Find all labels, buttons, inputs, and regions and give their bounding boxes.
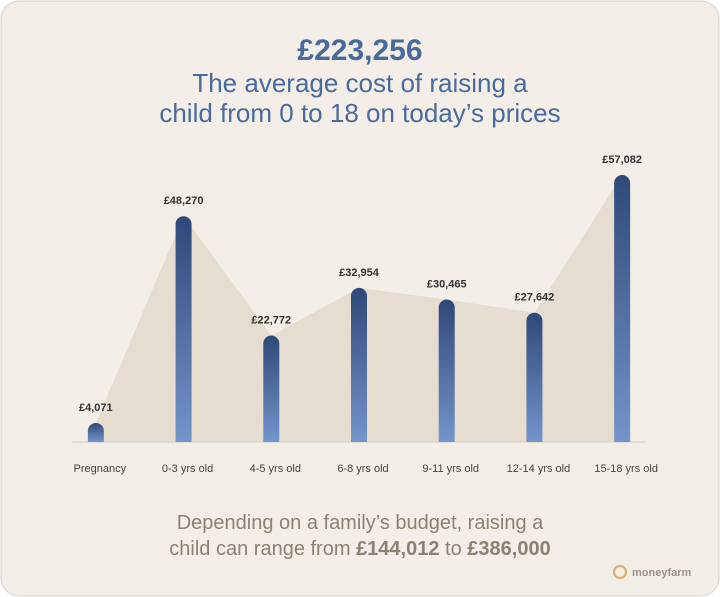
- title: £223,256: [297, 34, 422, 67]
- value-label: £48,270: [164, 195, 204, 207]
- footer-text: child can range from: [169, 538, 356, 560]
- value-label: £22,772: [251, 314, 291, 326]
- footer-text: to: [439, 538, 467, 560]
- subtitle: The average cost of raising a: [192, 68, 528, 98]
- value-label: £30,465: [427, 279, 467, 291]
- subtitle: child from 0 to 18 on today’s prices: [159, 98, 560, 128]
- bar: [351, 287, 367, 442]
- x-tick-label: 9-11 yrs old: [422, 463, 479, 475]
- value-label: £32,954: [339, 267, 380, 279]
- x-tick-label: 4-5 yrs old: [250, 463, 301, 475]
- bar: [175, 216, 192, 442]
- footer: child can range from £144,012 to £386,00…: [169, 538, 550, 560]
- value-label: £57,082: [602, 154, 642, 166]
- brand: moneyfarm: [632, 567, 692, 579]
- value-label: £4,071: [79, 402, 113, 414]
- plot: £4,071 Pregnancy £48,270 0-3 yrs old £22,772…: [72, 154, 658, 475]
- footer-low: £144,012: [356, 538, 439, 560]
- x-tick-label: 0-3 yrs old: [162, 463, 213, 475]
- logo-icon: [613, 565, 627, 579]
- x-tick-label: 12-14 yrs old: [507, 463, 571, 475]
- x-tick-label: 6-8 yrs old: [337, 463, 388, 475]
- x-tick-label: 15-18 yrs old: [594, 463, 658, 475]
- value-label: £27,642: [515, 292, 555, 304]
- bar: [614, 175, 631, 442]
- x-tick-label: Pregnancy: [74, 463, 127, 475]
- bar: [263, 335, 280, 442]
- footer-high: £386,000: [467, 538, 550, 560]
- bar: [87, 422, 104, 442]
- bar: [438, 299, 455, 442]
- footer: Depending on a family’s budget, raising …: [177, 512, 544, 534]
- bar: [526, 312, 543, 442]
